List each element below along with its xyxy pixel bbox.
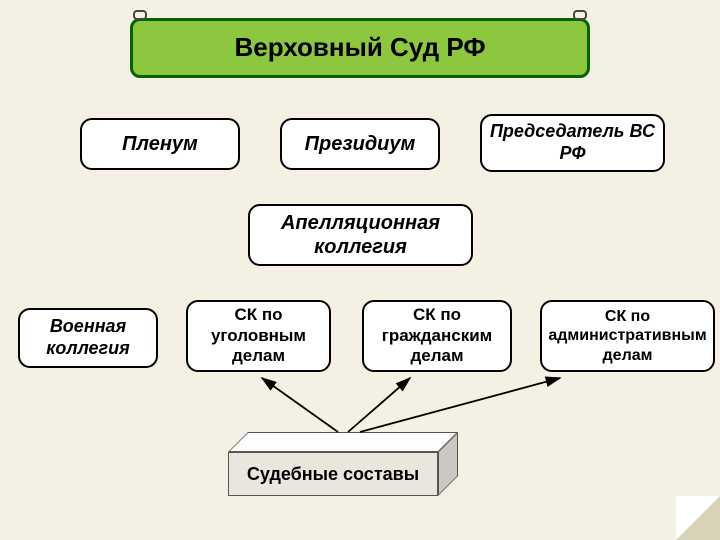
box-administrative: СК по административным делам — [540, 300, 715, 372]
label: Апелляционная коллегия — [256, 211, 465, 259]
box-presidium: Президиум — [280, 118, 440, 170]
box-appellate: Апелляционная коллегия — [248, 204, 473, 266]
label: Президиум — [305, 132, 416, 156]
title-text: Верховный Суд РФ — [234, 32, 485, 63]
ring-left — [133, 10, 147, 20]
block-front: Судебные составы — [228, 452, 438, 496]
box-chairman: Председатель ВС РФ — [480, 114, 665, 172]
label: Военная коллегия — [26, 316, 150, 359]
label: СК по гражданским делам — [370, 305, 504, 366]
block-top — [228, 432, 458, 452]
label: Судебные составы — [247, 464, 419, 485]
label: Пленум — [122, 132, 198, 156]
box-criminal: СК по уголовным делам — [186, 300, 331, 372]
box-civil: СК по гражданским делам — [362, 300, 512, 372]
box-military: Военная коллегия — [18, 308, 158, 368]
label: СК по уголовным делам — [194, 305, 323, 366]
page-curl — [676, 496, 720, 540]
label: Председатель ВС РФ — [488, 121, 657, 164]
box-plenum: Пленум — [80, 118, 240, 170]
title-box: Верховный Суд РФ — [130, 18, 590, 78]
label: СК по административным делам — [548, 307, 707, 365]
ring-right — [573, 10, 587, 20]
